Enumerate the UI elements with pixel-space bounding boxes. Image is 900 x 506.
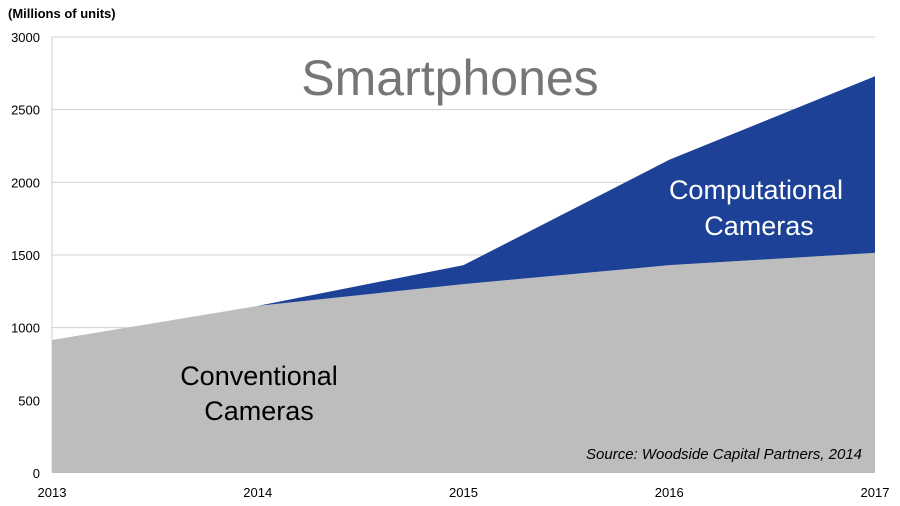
computational-label-line1: Computational	[669, 175, 843, 205]
x-tick-label: 2013	[38, 485, 67, 500]
x-tick-label: 2015	[449, 485, 478, 500]
x-tick-label: 2016	[655, 485, 684, 500]
x-tick-label: 2017	[861, 485, 890, 500]
x-tick-label: 2014	[243, 485, 272, 500]
source-note: Source: Woodside Capital Partners, 2014	[586, 446, 862, 463]
y-tick-label: 2000	[11, 175, 40, 190]
computational-label-line2: Cameras	[704, 211, 814, 241]
area-conventional	[52, 252, 875, 473]
y-tick-label: 0	[33, 466, 40, 481]
chart-title: Smartphones	[301, 50, 598, 106]
y-tick-label: 1000	[11, 321, 40, 336]
y-tick-label: 500	[18, 393, 40, 408]
y-tick-label: 3000	[11, 30, 40, 45]
y-axis-unit-label: (Millions of units)	[8, 6, 116, 21]
y-tick-label: 2500	[11, 103, 40, 118]
area-computational	[52, 76, 875, 341]
conventional-label-line2: Cameras	[204, 396, 314, 426]
y-tick-label: 1500	[11, 248, 40, 263]
conventional-label-line1: Conventional	[180, 361, 338, 391]
